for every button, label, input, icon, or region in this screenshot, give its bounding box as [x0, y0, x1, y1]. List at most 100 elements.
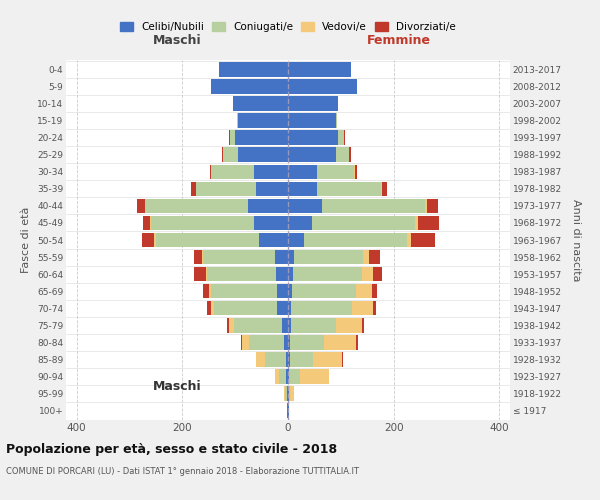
Bar	[254, 164, 288, 179]
Bar	[191, 182, 196, 196]
Bar	[289, 369, 299, 384]
Bar	[211, 284, 277, 298]
Bar	[242, 335, 250, 349]
Bar	[202, 250, 203, 264]
Bar	[288, 182, 317, 196]
Bar	[288, 335, 290, 349]
Bar	[362, 267, 373, 281]
Bar	[279, 369, 286, 384]
Bar	[256, 182, 288, 196]
Bar	[335, 114, 337, 128]
Bar	[194, 267, 206, 281]
Bar	[238, 148, 288, 162]
Bar	[265, 352, 286, 366]
Text: Maschi: Maschi	[152, 380, 202, 393]
Bar	[288, 114, 335, 128]
Bar	[142, 232, 154, 248]
Bar	[313, 352, 343, 366]
Bar	[206, 301, 211, 316]
Bar	[210, 164, 211, 179]
Bar	[137, 198, 145, 213]
Bar	[288, 62, 352, 76]
Bar	[335, 318, 362, 332]
Bar	[304, 232, 407, 248]
Bar	[288, 369, 289, 384]
Bar	[288, 96, 338, 111]
Bar	[275, 369, 279, 384]
Bar	[290, 386, 295, 401]
Bar	[209, 284, 211, 298]
Bar	[317, 182, 380, 196]
Bar	[288, 318, 290, 332]
Bar	[380, 182, 382, 196]
Bar	[292, 284, 356, 298]
Bar	[335, 148, 349, 162]
Bar	[288, 267, 293, 281]
Bar	[256, 352, 265, 366]
Bar	[373, 267, 382, 281]
Bar	[151, 216, 254, 230]
Bar	[277, 301, 288, 316]
Bar	[362, 318, 364, 332]
Bar	[322, 198, 425, 213]
Y-axis label: Fasce di età: Fasce di età	[22, 207, 31, 273]
Text: Femmine: Femmine	[367, 34, 431, 48]
Text: Maschi: Maschi	[152, 34, 202, 48]
Bar	[312, 216, 415, 230]
Bar	[291, 301, 352, 316]
Bar	[154, 232, 156, 248]
Bar	[275, 250, 288, 264]
Bar	[288, 284, 292, 298]
Bar	[276, 267, 288, 281]
Bar	[196, 182, 256, 196]
Bar	[293, 267, 362, 281]
Bar	[288, 250, 295, 264]
Bar	[290, 352, 313, 366]
Bar	[143, 216, 149, 230]
Bar	[234, 318, 281, 332]
Bar	[259, 232, 288, 248]
Bar	[281, 318, 288, 332]
Bar	[290, 335, 325, 349]
Bar	[227, 318, 229, 332]
Bar	[222, 148, 223, 162]
Bar	[288, 301, 291, 316]
Bar	[288, 352, 290, 366]
Y-axis label: Anni di nascita: Anni di nascita	[571, 198, 581, 281]
Bar	[254, 216, 288, 230]
Bar	[288, 164, 317, 179]
Bar	[288, 130, 338, 145]
Bar	[219, 62, 288, 76]
Bar	[418, 216, 439, 230]
Bar	[288, 232, 304, 248]
Bar	[363, 250, 370, 264]
Bar	[286, 352, 288, 366]
Bar	[288, 148, 335, 162]
Bar	[289, 386, 290, 401]
Bar	[237, 114, 238, 128]
Bar	[288, 216, 312, 230]
Bar	[343, 130, 344, 145]
Bar	[223, 148, 238, 162]
Bar	[284, 386, 285, 401]
Bar	[211, 164, 254, 179]
Text: COMUNE DI PORCARI (LU) - Dati ISTAT 1° gennaio 2018 - Elaborazione TUTTITALIA.IT: COMUNE DI PORCARI (LU) - Dati ISTAT 1° g…	[6, 468, 359, 476]
Bar	[203, 250, 275, 264]
Bar	[211, 301, 214, 316]
Bar	[286, 369, 288, 384]
Bar	[233, 96, 288, 111]
Bar	[411, 232, 435, 248]
Bar	[352, 301, 373, 316]
Bar	[425, 198, 427, 213]
Bar	[156, 232, 259, 248]
Bar	[356, 335, 358, 349]
Bar	[338, 130, 343, 145]
Bar	[285, 386, 287, 401]
Bar	[248, 198, 288, 213]
Bar	[203, 284, 209, 298]
Bar	[194, 250, 202, 264]
Bar	[299, 369, 329, 384]
Bar	[325, 335, 356, 349]
Bar	[229, 318, 234, 332]
Bar	[211, 79, 288, 94]
